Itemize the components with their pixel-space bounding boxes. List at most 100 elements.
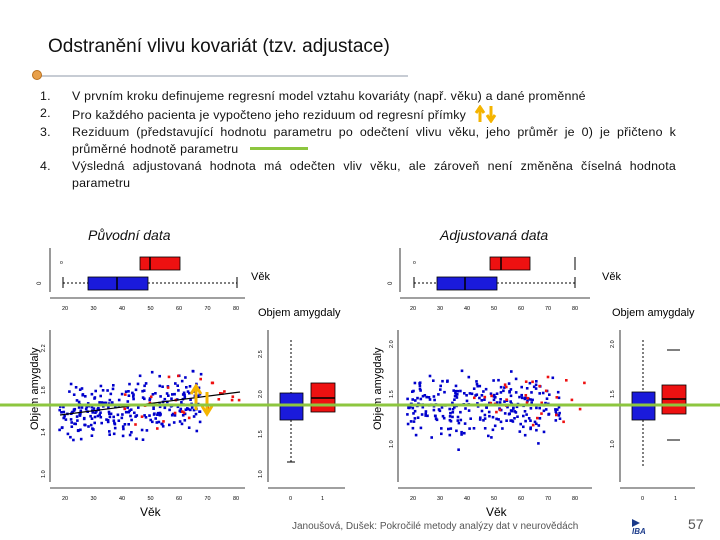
- list-number: 4.: [40, 159, 51, 173]
- scatter-point: [540, 412, 543, 415]
- scatter-point: [153, 412, 156, 415]
- scatter-point: [75, 415, 79, 418]
- scatter-point: [491, 415, 495, 419]
- scatter-point: [489, 401, 493, 405]
- scatter-point: [173, 392, 176, 396]
- scatter-point: [183, 412, 187, 416]
- scatter-point: [80, 406, 84, 409]
- scatter-point: [59, 405, 62, 408]
- scatter-point: [108, 412, 111, 416]
- scatter-point: [168, 408, 171, 412]
- scatter-point: [465, 394, 468, 397]
- tick-label: 30: [437, 496, 443, 502]
- scatter-point: [508, 412, 511, 415]
- scatter-point: [79, 409, 83, 413]
- scatter-point: [534, 383, 538, 387]
- scatter-point: [237, 398, 241, 402]
- scatter-point: [75, 399, 79, 402]
- list-item: 1. V prvním kroku definujeme regresní mo…: [40, 88, 676, 105]
- scatter-point: [463, 392, 466, 395]
- scatter-point: [414, 433, 418, 437]
- scatter-point: [189, 408, 192, 412]
- right-scatter-points: [406, 369, 586, 451]
- scatter-point: [93, 421, 96, 425]
- left-scatter-frame: Objem amygdaly: [29, 330, 245, 489]
- scatter-point: [77, 400, 81, 404]
- tick-label: 70: [205, 306, 211, 312]
- scatter-point: [515, 405, 519, 409]
- tick-label: 60: [176, 496, 182, 502]
- scatter-point: [557, 414, 561, 417]
- scatter-point: [548, 393, 551, 396]
- scatter-point: [490, 436, 493, 439]
- scatter-point: [113, 421, 116, 425]
- scatter-point: [90, 417, 94, 420]
- tick-label: 70: [545, 306, 551, 312]
- scatter-point: [62, 405, 65, 409]
- scatter-point: [493, 424, 497, 428]
- scatter-point: [126, 406, 129, 409]
- scatter-point: [166, 400, 169, 404]
- scatter-point: [155, 421, 159, 424]
- scatter-point: [101, 389, 105, 392]
- scatter-point: [455, 429, 458, 433]
- scatter-point: [409, 420, 413, 423]
- scatter-point: [182, 391, 186, 395]
- tick-label: 20: [410, 306, 416, 312]
- scatter-point: [492, 398, 496, 402]
- scatter-point: [555, 396, 559, 399]
- scatter-point: [72, 409, 76, 412]
- scatter-point: [72, 393, 76, 396]
- scatter-point: [457, 448, 460, 451]
- scatter-point: [138, 374, 142, 378]
- tick-label: 40: [119, 306, 125, 312]
- tick-label: 50: [148, 496, 154, 502]
- scatter-point: [181, 414, 185, 417]
- scatter-point: [140, 415, 144, 418]
- scatter-point: [503, 383, 507, 386]
- scatter-point: [170, 397, 173, 400]
- scatter-point: [151, 393, 155, 396]
- scatter-point: [493, 393, 496, 397]
- scatter-point: [421, 405, 425, 409]
- scatter-point: [96, 414, 100, 418]
- scatter-point: [482, 419, 485, 422]
- scatter-point: [525, 387, 529, 390]
- list-text: Výsledná adjustovaná hodnota má odečten …: [72, 159, 676, 190]
- scatter-point: [187, 426, 191, 429]
- list-number: 1.: [40, 89, 51, 103]
- scatter-point: [424, 412, 427, 416]
- scatter-point: [425, 395, 428, 399]
- scatter-point: [558, 411, 561, 415]
- scatter-point: [63, 415, 66, 418]
- scatter-point: [453, 398, 456, 401]
- scatter-point: [419, 397, 423, 401]
- scatter-point: [198, 410, 201, 413]
- scatter-point: [121, 413, 124, 416]
- scatter-point: [112, 419, 116, 422]
- scatter-point: [124, 410, 128, 414]
- scatter-point: [108, 415, 112, 419]
- scatter-point: [122, 427, 125, 431]
- scatter-point: [529, 407, 533, 410]
- scatter-point: [502, 389, 505, 393]
- scatter-point: [108, 398, 112, 402]
- scatter-point: [538, 392, 541, 395]
- scatter-point: [418, 387, 422, 391]
- scatter-point: [91, 411, 94, 414]
- scatter-point: [537, 424, 541, 427]
- scatter-point: [423, 394, 427, 397]
- scatter-point: [454, 384, 458, 388]
- scatter-point: [180, 379, 184, 383]
- scatter-point: [470, 392, 474, 396]
- scatter-point: [132, 397, 135, 401]
- scatter-point: [473, 396, 476, 400]
- scatter-point: [525, 413, 528, 416]
- tick-label: 40: [464, 306, 470, 312]
- scatter-point: [547, 413, 550, 416]
- scatter-point: [171, 393, 174, 396]
- scatter-point: [432, 408, 436, 412]
- scatter-point: [90, 392, 94, 396]
- scatter-point: [76, 429, 80, 432]
- scatter-point: [522, 414, 525, 418]
